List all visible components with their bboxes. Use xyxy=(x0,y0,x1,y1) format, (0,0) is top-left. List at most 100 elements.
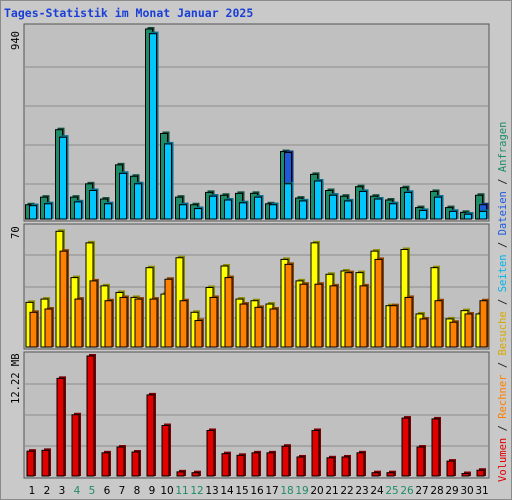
bar-seiten-day-13 xyxy=(209,195,217,220)
x-tick-label-day-14: 14 xyxy=(220,485,234,497)
bar-rechner-day-17 xyxy=(269,308,278,348)
bar-volumen-day-17 xyxy=(266,452,275,477)
bar-rechner-day-25 xyxy=(389,305,398,348)
x-tick-label-day-12: 12 xyxy=(190,485,203,497)
x-tick-label-day-28: 28 xyxy=(430,485,443,497)
bar-volumen-day-10 xyxy=(161,425,170,477)
bar-rechner-day-18 xyxy=(284,263,293,348)
x-tick-label-day-21: 21 xyxy=(325,485,338,497)
bar-seiten-day-17 xyxy=(269,204,277,220)
bar-volumen-day-15 xyxy=(236,454,245,477)
bar-seiten-day-18 xyxy=(284,183,292,220)
bar-seiten-day-9 xyxy=(149,33,157,220)
legend-entry-anfragen: Anfragen xyxy=(497,121,509,173)
bar-rechner-day-20 xyxy=(314,283,323,348)
bar-rechner-day-5 xyxy=(89,280,98,348)
bar-volumen-day-20 xyxy=(311,429,320,477)
x-tick-label-day-30: 30 xyxy=(460,485,473,497)
bar-seiten-day-12 xyxy=(194,208,202,220)
bar-volumen-day-5 xyxy=(86,355,95,477)
x-tick-label-day-27: 27 xyxy=(415,485,428,497)
bar-volumen-day-6 xyxy=(101,452,110,477)
bar-seiten-day-20 xyxy=(314,180,322,220)
bar-rechner-day-6 xyxy=(104,300,113,348)
bar-volumen-day-30 xyxy=(461,473,470,477)
bar-seiten-day-11 xyxy=(179,204,187,220)
bar-seiten-day-4 xyxy=(74,201,82,220)
bar-seiten-day-19 xyxy=(299,200,307,220)
bar-seiten-day-23 xyxy=(359,190,367,220)
bar-seiten-day-3 xyxy=(59,136,67,220)
bar-rechner-day-14 xyxy=(224,277,233,348)
x-tick-label-day-15: 15 xyxy=(235,485,248,497)
bar-rechner-day-27 xyxy=(419,318,428,348)
x-tick-label-day-22: 22 xyxy=(340,485,353,497)
bar-rechner-day-3 xyxy=(59,250,68,348)
bar-seiten-day-22 xyxy=(344,200,352,220)
x-tick-label-day-19: 19 xyxy=(295,485,308,497)
bar-seiten-day-2 xyxy=(44,203,52,220)
bar-rechner-day-30 xyxy=(464,313,473,348)
bar-seiten-day-27 xyxy=(419,209,427,220)
x-tick-label-day-9: 9 xyxy=(149,485,156,497)
bar-volumen-day-8 xyxy=(131,451,140,477)
bar-seiten-day-25 xyxy=(389,203,397,220)
bar-seiten-day-16 xyxy=(254,196,262,220)
bar-volumen-day-21 xyxy=(326,457,335,477)
bar-rechner-day-12 xyxy=(194,320,203,348)
bar-volumen-day-14 xyxy=(221,453,230,477)
bar-volumen-day-24 xyxy=(371,472,380,477)
bar-rechner-day-16 xyxy=(254,306,263,348)
panel-top-background xyxy=(23,23,490,222)
bar-volumen-day-29 xyxy=(446,460,455,477)
ytick-label-top: 940 xyxy=(10,31,22,50)
legend-entry-seiten: Seiten xyxy=(497,254,509,293)
bar-rechner-day-23 xyxy=(359,285,368,348)
x-tick-label-day-23: 23 xyxy=(355,485,368,497)
legend-separator: / xyxy=(497,355,509,375)
x-tick-label-day-10: 10 xyxy=(160,485,173,497)
x-tick-label-day-2: 2 xyxy=(44,485,51,497)
bar-rechner-day-22 xyxy=(344,272,353,348)
x-tick-label-day-8: 8 xyxy=(134,485,141,497)
bar-seiten-day-24 xyxy=(374,198,382,220)
x-tick-label-day-6: 6 xyxy=(104,485,111,497)
x-tick-label-day-25: 25 xyxy=(385,485,398,497)
bar-volumen-day-31 xyxy=(476,469,485,477)
bar-volumen-day-2 xyxy=(41,449,50,477)
bar-rechner-day-7 xyxy=(119,296,128,348)
bar-seiten-day-15 xyxy=(239,202,247,220)
bar-seiten-day-5 xyxy=(89,190,97,220)
x-tick-label-day-13: 13 xyxy=(205,485,218,497)
legend-entry-besuche: Besuche xyxy=(497,311,509,356)
bar-seiten-day-1 xyxy=(29,205,37,220)
bar-seiten-day-7 xyxy=(119,172,127,220)
right-legend: Volumen / Rechner / Besuche / Seiten / D… xyxy=(497,122,509,482)
bar-volumen-day-11 xyxy=(176,471,185,477)
x-tick-label-day-26: 26 xyxy=(400,485,414,497)
bar-volumen-day-3 xyxy=(56,377,65,477)
bar-seiten-day-29 xyxy=(449,210,457,220)
bar-volumen-day-1 xyxy=(26,450,35,477)
bar-rechner-day-11 xyxy=(179,300,188,348)
bar-volumen-day-26 xyxy=(401,417,410,477)
bar-volumen-day-12 xyxy=(191,472,200,477)
bar-rechner-day-28 xyxy=(434,300,443,348)
bar-seiten-day-14 xyxy=(224,199,232,220)
legend-entry-volumen: Volumen xyxy=(497,437,509,482)
x-tick-label-day-11: 11 xyxy=(175,485,188,497)
bar-seiten-day-10 xyxy=(164,143,172,220)
bar-seiten-day-26 xyxy=(404,191,412,220)
x-tick-label-day-5: 5 xyxy=(89,485,96,497)
x-tick-label-day-29: 29 xyxy=(445,485,458,497)
bar-volumen-day-16 xyxy=(251,452,260,477)
chart-title: Tages-Statistik im Monat Januar 2025 xyxy=(4,6,254,20)
bar-volumen-day-9 xyxy=(146,394,155,477)
bar-rechner-day-9 xyxy=(149,298,158,348)
bar-rechner-day-4 xyxy=(74,298,83,348)
bar-rechner-day-21 xyxy=(329,285,338,348)
legend-separator: / xyxy=(497,418,509,438)
bar-volumen-day-4 xyxy=(71,414,80,477)
legend-separator: / xyxy=(497,235,509,255)
